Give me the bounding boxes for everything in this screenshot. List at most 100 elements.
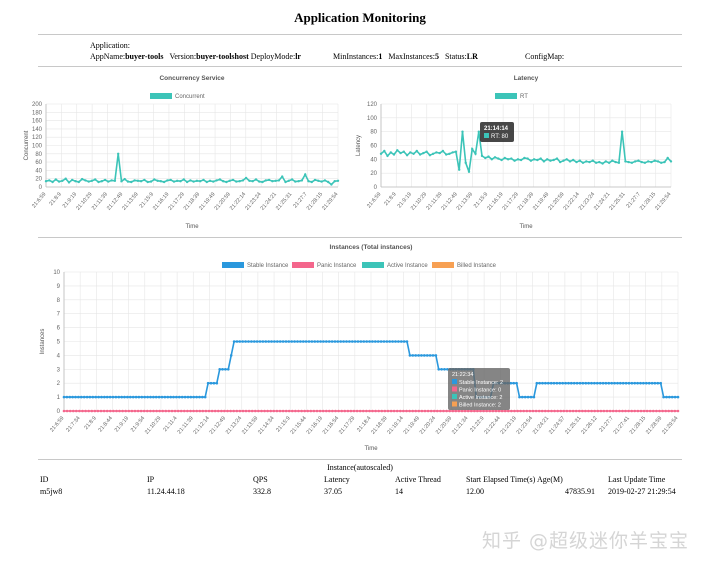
data-point (488, 409, 492, 413)
data-point (647, 381, 651, 385)
data-point (297, 409, 300, 413)
data-point (140, 395, 144, 399)
data-point (547, 381, 550, 385)
data-point (585, 160, 588, 163)
y-tick-label: 10 (53, 270, 60, 276)
data-point (460, 409, 464, 413)
data-point (127, 409, 131, 413)
data-point (358, 409, 362, 413)
data-point (466, 409, 470, 413)
legend-swatch (362, 262, 384, 268)
data-point (630, 161, 634, 164)
data-point (544, 409, 547, 413)
x-tick-label: 21:8:9 (48, 191, 62, 207)
data-point (497, 157, 500, 160)
data-point (627, 160, 630, 164)
data-point (454, 150, 458, 153)
data-point (179, 180, 182, 183)
data-point (581, 161, 585, 164)
data-point (451, 151, 454, 154)
series-line (380, 131, 672, 173)
data-point (278, 409, 282, 413)
data-point (199, 180, 202, 183)
data-point (395, 409, 399, 413)
data-point (647, 160, 650, 163)
data-point (175, 395, 178, 399)
data-point (105, 409, 109, 413)
data-point (614, 160, 617, 164)
data-point (516, 158, 520, 161)
data-point (633, 381, 637, 385)
tooltip-box (448, 368, 510, 410)
instances-tooltip: 21:22:34 Stable Instance: 2 Panic Instance… (448, 368, 510, 410)
data-point (660, 161, 663, 164)
data-point (445, 153, 448, 156)
y-tick-label: 0 (57, 409, 61, 415)
data-point (601, 381, 605, 385)
data-point (287, 340, 291, 343)
tooltip-title: 21:14:14 (484, 126, 509, 132)
data-point (244, 176, 248, 180)
data-point (379, 152, 383, 155)
data-point (62, 395, 66, 399)
data-point (336, 179, 340, 182)
data-point (253, 340, 256, 343)
data-point (162, 180, 166, 184)
data-point (231, 178, 235, 182)
data-point (377, 409, 381, 413)
data-point (161, 409, 164, 413)
data-point (270, 340, 273, 343)
data-point (68, 395, 72, 399)
data-point (206, 381, 210, 385)
legend-label: Concurrent (175, 94, 205, 100)
data-point (593, 409, 596, 413)
data-point (653, 381, 657, 385)
data-point (451, 409, 455, 413)
data-point (257, 409, 260, 413)
data-point (662, 395, 665, 399)
divider (38, 66, 682, 67)
data-point (275, 409, 279, 413)
data-point (310, 180, 313, 184)
data-point (215, 179, 218, 182)
data-point (310, 340, 314, 343)
data-point (454, 409, 458, 413)
data-point (574, 409, 578, 413)
legend-label: RT (520, 94, 528, 100)
data-point (313, 340, 317, 343)
data-point (624, 409, 627, 413)
data-point (425, 150, 428, 153)
data-point (294, 180, 297, 183)
y-tick-label: 0 (374, 185, 378, 191)
data-point (379, 340, 383, 343)
deploy-mode-label: DeployMode: (250, 52, 296, 61)
data-point (261, 340, 265, 343)
data-point (399, 151, 402, 155)
data-point (607, 161, 611, 164)
max-instances-label: MaxInstances: (388, 52, 435, 61)
x-tick-label: 21:6:59 (366, 191, 382, 209)
latency-tooltip: 21:14:14 RT: 80 (480, 122, 514, 142)
app-name-label: AppName: (90, 52, 126, 61)
legend-swatch (292, 262, 314, 268)
data-point (442, 409, 445, 413)
data-point (291, 409, 294, 413)
data-point (434, 354, 438, 357)
x-tick-label: 21:10:29 (144, 415, 162, 435)
data-point (192, 180, 195, 183)
table-header: QPS (253, 475, 268, 484)
y-tick-label: 60 (370, 144, 377, 150)
data-point (355, 409, 359, 413)
y-tick-label: 40 (370, 157, 377, 163)
data-point (299, 340, 302, 343)
data-point (77, 180, 80, 184)
data-point (244, 340, 247, 343)
data-point (99, 409, 103, 413)
y-tick-label: 0 (39, 185, 43, 191)
data-point (178, 395, 181, 399)
x-axis-label: Time (185, 224, 199, 230)
data-point (549, 159, 552, 162)
data-point (431, 354, 435, 357)
config-map-label: ConfigMap: (525, 52, 565, 61)
data-point (636, 409, 640, 413)
